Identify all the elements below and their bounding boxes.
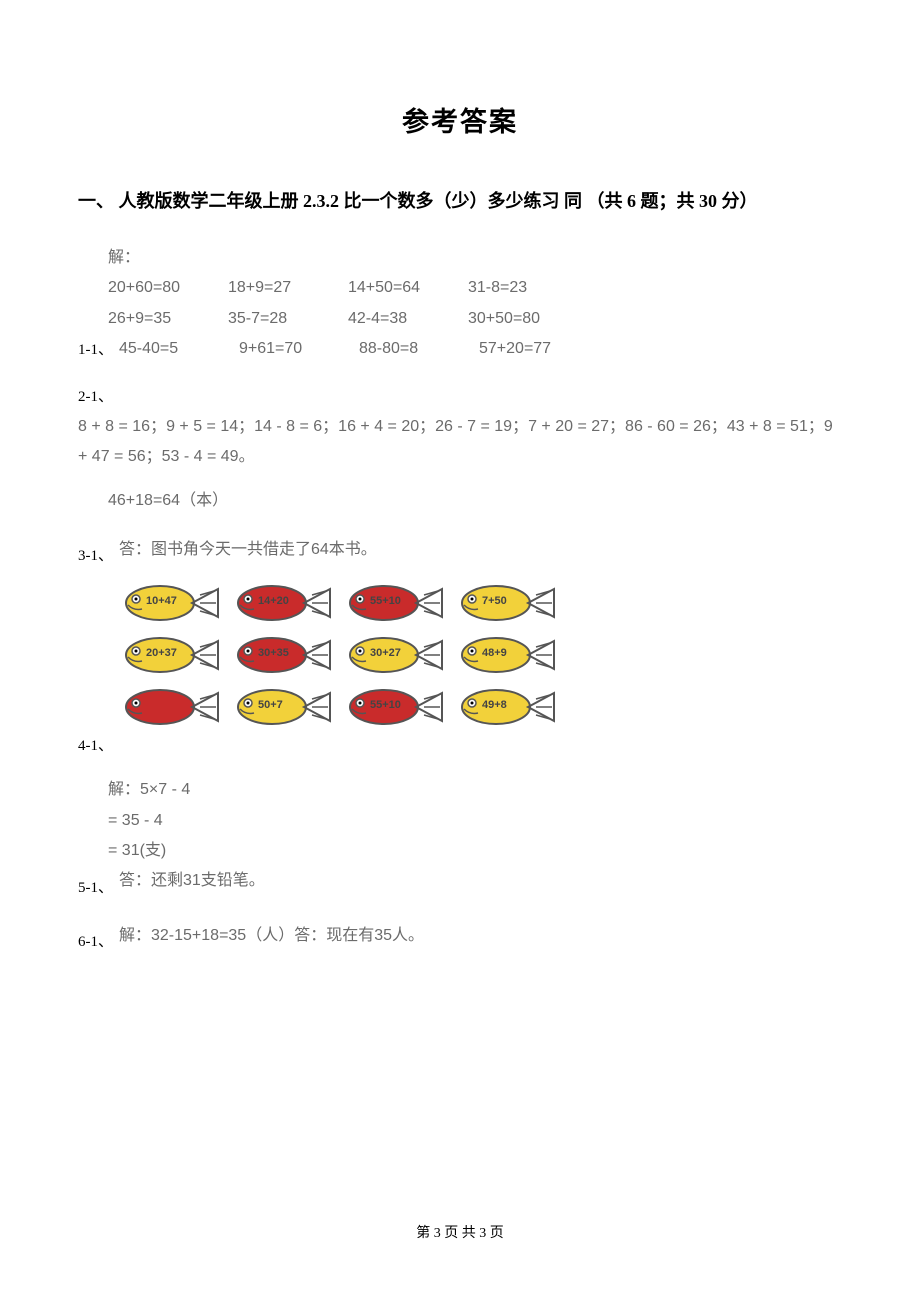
eq: 14+50=64 bbox=[348, 273, 468, 303]
fish-label: 55+10 bbox=[370, 595, 401, 607]
eq: 31-8=23 bbox=[468, 273, 588, 303]
q3-line2: 答：图书角今天一共借走了64本书。 bbox=[119, 535, 377, 565]
q1-row-0: 20+60=80 18+9=27 14+50=64 31-8=23 bbox=[108, 273, 842, 303]
eq: 26+9=35 bbox=[108, 304, 228, 334]
answer-6: 6-1、 解：32-15+18=35（人）答：现在有35人。 bbox=[78, 921, 842, 951]
fish-icon: 10+47 bbox=[120, 581, 222, 625]
fish-icon: 7+50 bbox=[456, 581, 558, 625]
fish-icon: 30+27 bbox=[344, 633, 446, 677]
q6-label: 6-1、 bbox=[78, 930, 113, 951]
fish-row: 10+47 14+20 55+10 7+ bbox=[120, 581, 842, 625]
fish-label: 48+9 bbox=[482, 647, 507, 659]
fish-label bbox=[146, 699, 149, 711]
fish-label: 30+27 bbox=[370, 647, 401, 659]
q1-header: 解： bbox=[108, 243, 842, 273]
answer-5: 解：5×7 - 4 = 35 - 4 = 31(支) 5-1、 答：还剩31支铅… bbox=[78, 775, 842, 897]
eq: 42-4=38 bbox=[348, 304, 468, 334]
fish-row: 20+37 30+35 30+27 48 bbox=[120, 633, 842, 677]
answer-2: 2-1、 8 + 8 = 16；9 + 5 = 14；14 - 8 = 6；16… bbox=[78, 385, 842, 473]
eq: 88-80=8 bbox=[359, 334, 479, 364]
answer-4: 10+47 14+20 55+10 7+ bbox=[78, 581, 842, 755]
fish-label: 10+47 bbox=[146, 595, 177, 607]
fish-label: 14+20 bbox=[258, 595, 289, 607]
fish-icon: 50+7 bbox=[232, 685, 334, 729]
eq: 57+20=77 bbox=[479, 334, 599, 364]
eq: 18+9=27 bbox=[228, 273, 348, 303]
fish-icon: 14+20 bbox=[232, 581, 334, 625]
fish-label: 20+37 bbox=[146, 647, 177, 659]
fish-icon: 20+37 bbox=[120, 633, 222, 677]
eq: 35-7=28 bbox=[228, 304, 348, 334]
fish-label: 49+8 bbox=[482, 699, 507, 711]
q5-line-3: 答：还剩31支铅笔。 bbox=[119, 866, 265, 896]
q5-line-0: 解：5×7 - 4 bbox=[108, 775, 842, 805]
eq: 45-40=5 bbox=[119, 334, 239, 364]
fish-label: 30+35 bbox=[258, 647, 289, 659]
q2-label: 2-1、 bbox=[78, 385, 113, 406]
q3-line1: 46+18=64（本） bbox=[108, 486, 842, 516]
fish-row: 50+7 55+10 49+8 bbox=[120, 685, 842, 729]
page-footer: 第 3 页 共 3 页 bbox=[0, 1222, 920, 1242]
q1-row-2: 45-40=5 9+61=70 88-80=8 57+20=77 bbox=[119, 334, 599, 364]
section-heading: 一、 人教版数学二年级上册 2.3.2 比一个数多（少）多少练习 同 （共 6 … bbox=[78, 187, 842, 213]
eq: 30+50=80 bbox=[468, 304, 588, 334]
fish-icon: 55+10 bbox=[344, 581, 446, 625]
q1-label: 1-1、 bbox=[78, 336, 113, 365]
q2-text: 8 + 8 = 16；9 + 5 = 14；14 - 8 = 6；16 + 4 … bbox=[78, 412, 842, 473]
fish-icon: 30+35 bbox=[232, 633, 334, 677]
fish-icon: 55+10 bbox=[344, 685, 446, 729]
answer-3: 46+18=64（本） 3-1、 答：图书角今天一共借走了64本书。 bbox=[78, 486, 842, 565]
eq: 9+61=70 bbox=[239, 334, 359, 364]
fish-label: 50+7 bbox=[258, 699, 283, 711]
fish-label: 55+10 bbox=[370, 699, 401, 711]
fish-icon bbox=[120, 685, 222, 729]
q5-label: 5-1、 bbox=[78, 876, 113, 897]
q5-line-1: = 35 - 4 bbox=[108, 806, 842, 836]
q3-label: 3-1、 bbox=[78, 544, 113, 565]
q1-row-1: 26+9=35 35-7=28 42-4=38 30+50=80 bbox=[108, 304, 842, 334]
page-title: 参考答案 bbox=[78, 100, 842, 139]
answer-1: 解： 20+60=80 18+9=27 14+50=64 31-8=23 26+… bbox=[78, 243, 842, 365]
fish-label: 7+50 bbox=[482, 595, 507, 607]
fish-icon: 49+8 bbox=[456, 685, 558, 729]
q4-label: 4-1、 bbox=[78, 734, 113, 755]
q5-line-2: = 31(支) bbox=[108, 836, 842, 866]
fish-icon: 48+9 bbox=[456, 633, 558, 677]
eq: 20+60=80 bbox=[108, 273, 228, 303]
q6-text: 解：32-15+18=35（人）答：现在有35人。 bbox=[119, 921, 424, 951]
